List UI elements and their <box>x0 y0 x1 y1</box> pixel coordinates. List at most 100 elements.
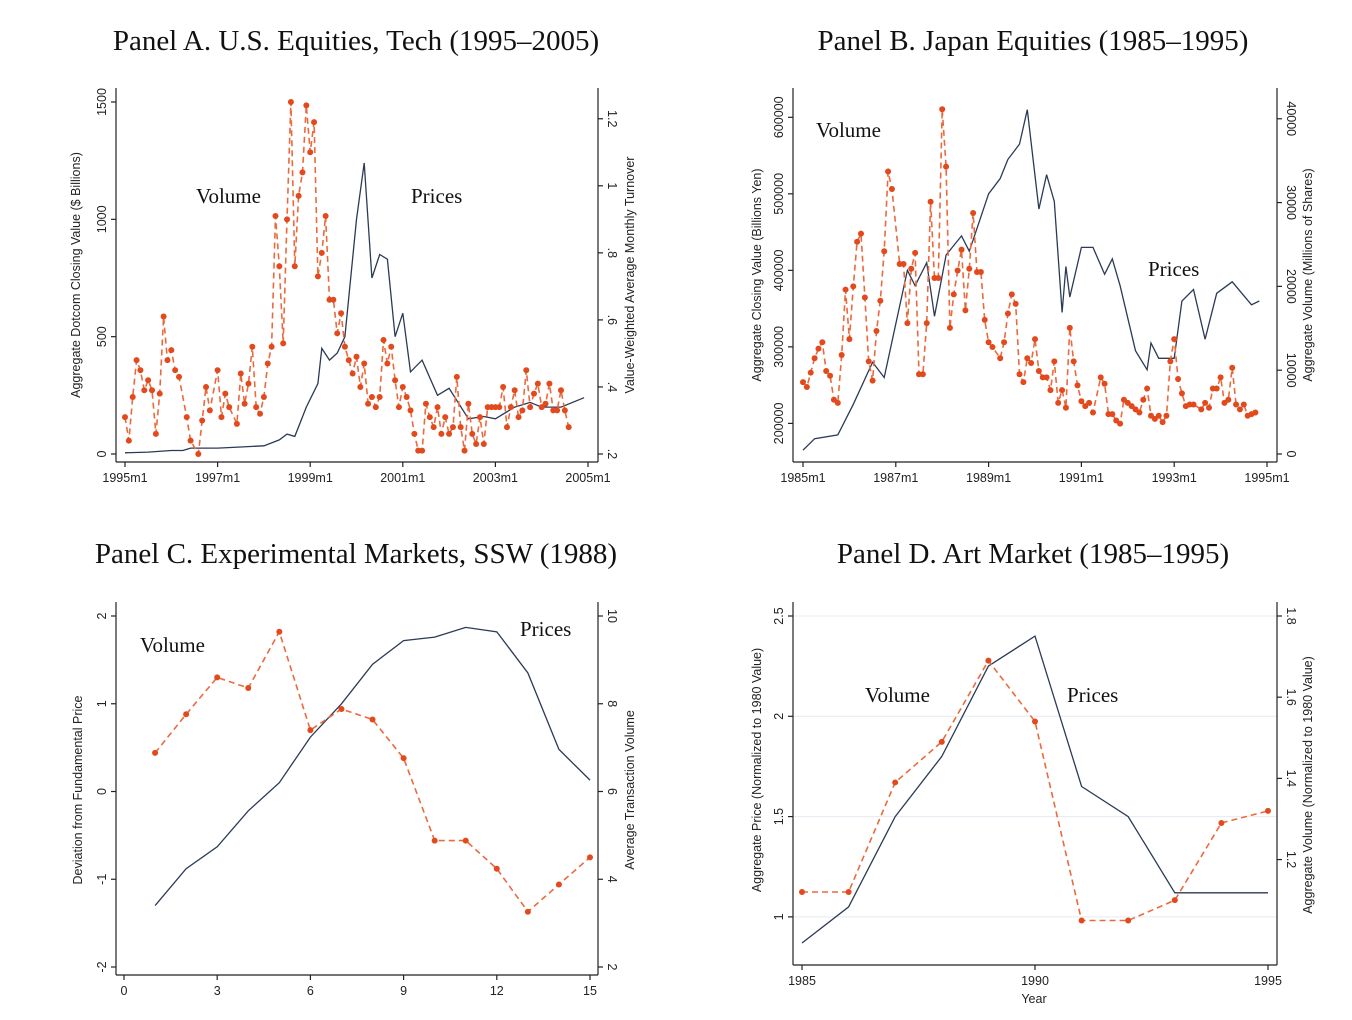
y-tick-label: 1 <box>772 913 786 920</box>
volume-point <box>253 404 260 411</box>
volume-point <box>431 837 438 844</box>
prices-series-line <box>802 109 1260 451</box>
volume-point <box>199 417 206 424</box>
volume-point <box>122 414 128 421</box>
volume-point <box>823 368 830 375</box>
volume-point <box>858 230 864 237</box>
volume-point <box>137 367 144 374</box>
volume-point <box>338 310 345 317</box>
volume-point <box>457 424 464 431</box>
x-tick-label: 1990 <box>1021 974 1049 988</box>
x-tick-label: 1993m1 <box>1152 471 1197 485</box>
volume-point <box>811 355 818 362</box>
volume-point <box>449 424 456 431</box>
volume-point <box>1155 412 1162 419</box>
volume-point <box>981 316 988 323</box>
volume-point <box>524 908 531 915</box>
volume-point <box>195 451 202 457</box>
volume-point <box>426 414 433 421</box>
x-tick-label: 2005m1 <box>565 471 610 485</box>
panel-b: Panel B. Japan Equities (1985–1995) 1985m… <box>750 25 1315 485</box>
volume-point <box>943 163 950 170</box>
panel-title: Panel D. Art Market (1985–1995) <box>837 538 1229 570</box>
x-tick-label: 12 <box>490 984 504 998</box>
y-right-tick-label: 1.8 <box>1284 607 1298 624</box>
volume-point <box>384 360 391 367</box>
volume-point <box>881 248 888 255</box>
volume-point <box>183 414 190 421</box>
volume-point <box>1066 324 1073 331</box>
volume-point <box>1062 404 1069 411</box>
volume-point <box>511 387 518 394</box>
volume-point <box>970 209 977 216</box>
panel-title: Panel A. U.S. Equities, Tech (1995–2005) <box>113 25 599 57</box>
volume-point <box>438 430 445 437</box>
volume-point <box>1167 358 1174 365</box>
x-tick-label: 2001m1 <box>380 471 425 485</box>
volume-point <box>1175 375 1182 382</box>
volume-point <box>850 283 857 290</box>
y-tick-label: 200000 <box>772 402 786 444</box>
volume-point <box>1144 385 1151 392</box>
volume-point <box>493 865 500 872</box>
volume-point <box>1225 396 1232 403</box>
y-tick-label: 2 <box>95 612 109 619</box>
volume-point <box>985 339 992 346</box>
volume-point <box>1252 409 1259 416</box>
y-tick-label: 300000 <box>772 326 786 368</box>
volume-point <box>807 369 814 376</box>
y-tick-label: -1 <box>95 874 109 885</box>
volume-point <box>1055 399 1062 406</box>
volume-point <box>1265 807 1271 814</box>
x-tick-label: 1985m1 <box>780 471 825 485</box>
y-tick-label: 600000 <box>772 96 786 138</box>
volume-point <box>341 343 348 350</box>
volume-point <box>503 424 510 431</box>
x-tick-label: 6 <box>307 984 314 998</box>
volume-point <box>303 102 310 109</box>
volume-point <box>888 185 895 192</box>
y-tick-label: -2 <box>95 961 109 972</box>
panel-c: Panel C. Experimental Markets, SSW (1988… <box>71 538 637 998</box>
y-right-axis-label: Value-Weighted Average Monthly Turnover <box>623 157 637 394</box>
volume-point <box>892 779 899 786</box>
prices-series-line <box>801 635 1268 944</box>
volume-point <box>1004 310 1011 317</box>
volume-point <box>245 684 252 691</box>
panel-d: Panel D. Art Market (1985–1995) 1985 1990 1… <box>750 538 1315 1006</box>
x-tick-label: 3 <box>214 984 221 998</box>
volume-point <box>403 394 410 401</box>
volume-point <box>152 430 159 437</box>
volume-annotation: Volume <box>816 118 881 142</box>
volume-point <box>1202 399 1209 406</box>
volume-point <box>291 263 298 270</box>
volume-point <box>141 387 148 394</box>
volume-point <box>1213 385 1220 392</box>
prices-annotation: Prices <box>411 184 462 208</box>
volume-point <box>287 99 294 105</box>
volume-point <box>555 881 562 888</box>
y-right-tick-label: 4 <box>605 876 619 883</box>
prices-series-line <box>124 162 585 454</box>
volume-point <box>954 267 961 274</box>
volume-point <box>349 370 356 377</box>
x-tick-label: 15 <box>583 984 597 998</box>
volume-point <box>1035 368 1042 375</box>
volume-point <box>295 192 302 199</box>
volume-point <box>392 377 399 384</box>
volume-point <box>133 357 140 364</box>
volume-point <box>554 407 561 414</box>
volume-point <box>927 198 934 205</box>
volume-point <box>233 420 240 427</box>
y-right-tick-label: 1.6 <box>1284 688 1298 705</box>
volume-point <box>149 387 156 394</box>
x-tick-label: 1991m1 <box>1059 471 1104 485</box>
y-right-tick-label: 1.4 <box>1284 770 1298 787</box>
volume-point <box>1178 390 1185 397</box>
volume-point <box>989 344 996 351</box>
volume-point <box>1078 917 1085 924</box>
y-axis-label: Aggregate Closing Value (Billions Yen) <box>750 168 764 381</box>
y-right-tick-label: 8 <box>605 700 619 707</box>
volume-point <box>877 297 884 304</box>
volume-point <box>176 373 183 380</box>
